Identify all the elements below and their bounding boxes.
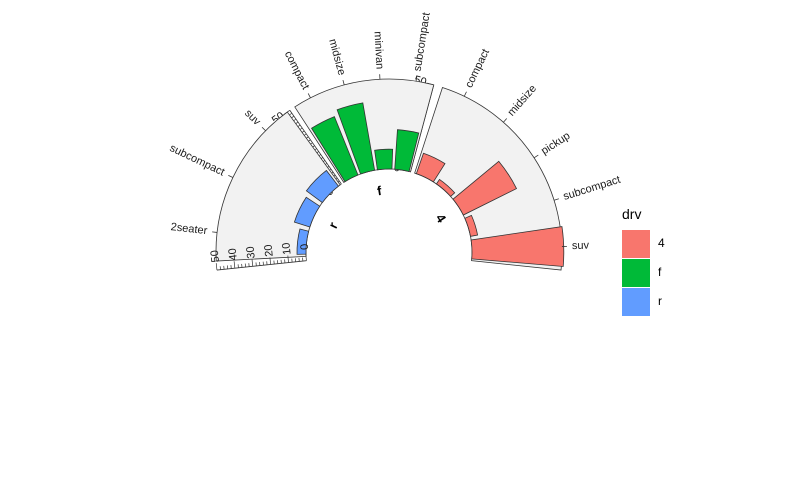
category-tick-4-subcompact — [553, 198, 559, 201]
group-label-4: 4 — [433, 211, 450, 226]
category-tick-f-midsize — [342, 79, 345, 85]
category-tick-f-compact — [307, 93, 311, 99]
legend-swatch-4 — [622, 230, 650, 258]
bar-r-2seater — [296, 228, 310, 255]
category-label-f-midsize: midsize — [326, 38, 347, 77]
legend-label-r: r — [658, 294, 662, 308]
bar-4-compact — [415, 152, 446, 183]
category-label-4-suv: suv — [572, 240, 590, 253]
y-tick-label-r-20: 20 — [262, 244, 275, 257]
legend: drv 4 f r — [622, 206, 665, 316]
category-tick-r-suv — [261, 126, 266, 132]
legend-swatch-f — [622, 259, 650, 287]
y-minor-tick-r-40 — [233, 261, 236, 269]
y-tick-label-r-40: 40 — [227, 248, 240, 261]
y-minor-tick-r-50 — [215, 263, 218, 271]
chart-layer: compactmidsizepickupsubcompactsuv4010203… — [168, 12, 622, 271]
category-label-f-compact: compact — [282, 49, 312, 91]
category-label-4-pickup: pickup — [539, 130, 572, 157]
category-label-4-compact: compact — [463, 47, 492, 90]
category-label-f-subcompact: subcompact — [412, 12, 433, 72]
group-label-f: f — [376, 183, 383, 199]
y-axis-r — [216, 260, 307, 271]
category-tick-4-pickup — [533, 154, 539, 159]
category-label-4-subcompact: subcompact — [562, 174, 622, 203]
category-tick-4-midsize — [503, 118, 508, 123]
category-tick-f-subcompact — [415, 76, 418, 82]
category-tick-r-2seater — [212, 231, 218, 233]
y-minor-tick-r-20 — [269, 257, 271, 265]
bar-4-subcompact — [464, 214, 479, 237]
category-label-f-minivan: minivan — [372, 31, 386, 69]
y-minor-tick-r-10 — [287, 255, 289, 263]
y-axis-f — [289, 110, 342, 185]
y-tick-label-r-10: 10 — [280, 242, 293, 255]
bar-4-pickup — [452, 160, 518, 216]
bar-4-suv — [470, 226, 565, 267]
category-tick-4-compact — [463, 91, 467, 97]
y-minor-tick-r-0 — [305, 253, 307, 261]
bar-f-minivan — [374, 148, 394, 171]
category-label-r-suv: suv — [242, 107, 263, 128]
y-tick-label-r-50: 50 — [209, 249, 222, 262]
bar-f-subcompact — [394, 129, 420, 172]
bar-r-suv — [305, 169, 340, 204]
legend-swatch-r — [622, 288, 650, 316]
y-tick-label-r-30: 30 — [245, 246, 258, 259]
bar-f-compact — [310, 116, 359, 183]
legend-label-4: 4 — [658, 236, 665, 250]
legend-label-f: f — [658, 265, 662, 279]
y-tick-label-r-0: 0 — [299, 243, 312, 250]
legend-title: drv — [622, 206, 641, 222]
category-label-r-2seater: 2seater — [170, 221, 208, 237]
category-label-r-subcompact: subcompact — [168, 142, 227, 178]
category-tick-r-subcompact — [228, 175, 234, 178]
y-minor-tick-r-30 — [251, 259, 254, 267]
bar-r-subcompact — [293, 196, 321, 228]
bar-f-midsize — [336, 102, 376, 175]
bar-4-midsize — [435, 178, 456, 197]
group-label-r: r — [325, 220, 341, 231]
category-label-4-midsize: midsize — [505, 83, 539, 119]
